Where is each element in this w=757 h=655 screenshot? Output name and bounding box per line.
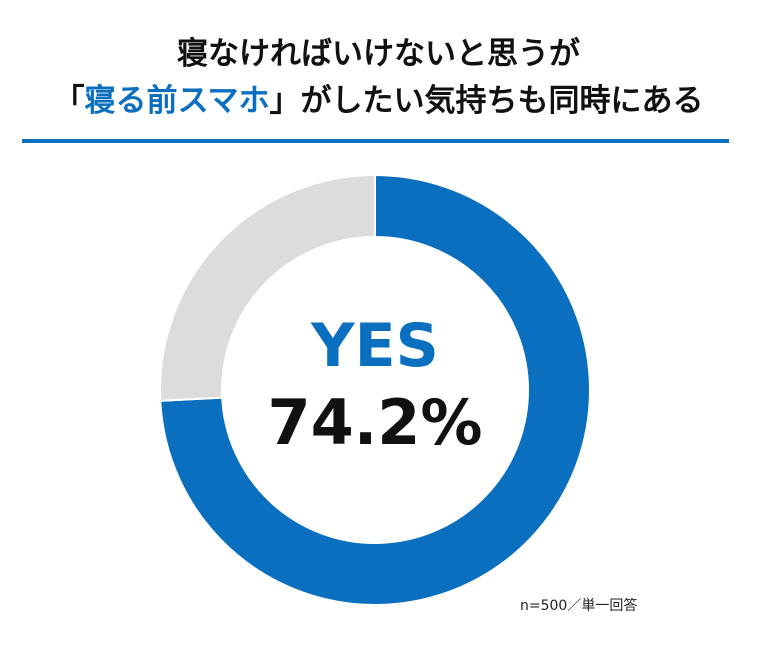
chart-title-line-2: 「寝る前スマホ」がしたい気持ちも同時にある (0, 81, 757, 121)
title-rest: 」がしたい気持ちも同時にある (269, 83, 704, 119)
center-category-label: YES (311, 311, 439, 381)
slice-remainder (159, 173, 376, 402)
slice-yes (159, 173, 591, 606)
chart-title-line-1: 寝なければいけないと思うが (177, 36, 580, 72)
title-open-bracket: 「 (53, 83, 85, 119)
title-highlight: 寝る前スマホ (84, 83, 270, 119)
title-divider (22, 139, 729, 143)
sample-note: n=500／単一回答 (520, 598, 638, 614)
center-value-label: 74.2% (267, 386, 483, 459)
